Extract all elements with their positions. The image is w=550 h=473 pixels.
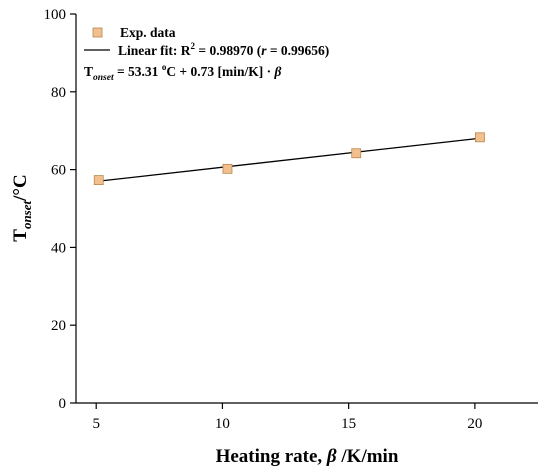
x-tick-label: 10: [215, 416, 230, 432]
data-point: [475, 132, 485, 143]
fit-line: [98, 137, 481, 182]
data-point: [222, 163, 233, 174]
x-ticks: 5 10 15 20: [92, 403, 482, 432]
legend-label-exp-data: Exp. data: [120, 25, 176, 40]
x-axis-title: Heating rate, β /K/min: [216, 446, 399, 467]
y-axis-title: Tonset/°C: [10, 174, 34, 241]
y-ticks: 0 20 40 60 80 100: [44, 7, 76, 412]
legend-fit-equation: Tonset = 53.31 oC + 0.73 [min/K] · β: [84, 62, 282, 83]
y-tick-label: 100: [44, 7, 67, 23]
series-layer: [93, 132, 485, 186]
legend-label-linear-fit: Linear fit: R2 = 0.98970 (r = 0.99656): [118, 41, 329, 58]
x-tick-label: 5: [92, 416, 100, 432]
x-tick-label: 15: [341, 416, 356, 432]
y-tick-label: 40: [51, 240, 66, 256]
y-tick-label: 80: [51, 85, 66, 101]
data-point: [351, 148, 362, 159]
x-tick-label: 20: [467, 416, 482, 432]
y-tick-label: 60: [51, 163, 66, 179]
legend-marker-exp-data: [92, 27, 103, 38]
y-tick-label: 20: [51, 318, 66, 334]
y-tick-label: 0: [59, 396, 67, 412]
legend: Exp. data Linear fit: R2 = 0.98970 (r = …: [84, 25, 329, 83]
data-point: [93, 175, 104, 186]
